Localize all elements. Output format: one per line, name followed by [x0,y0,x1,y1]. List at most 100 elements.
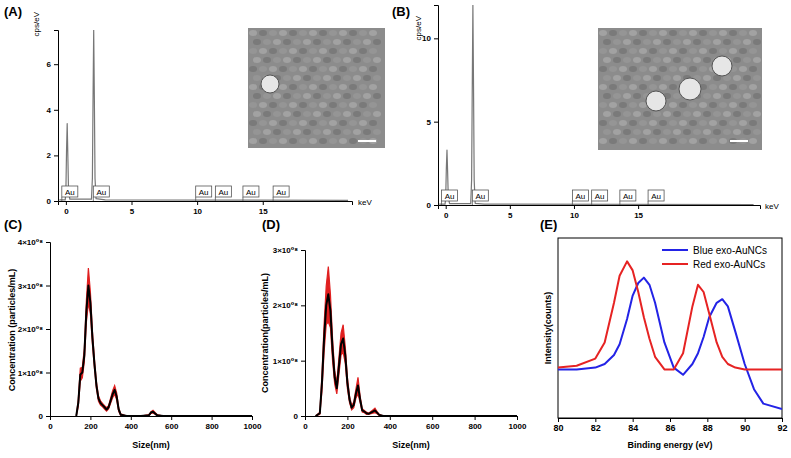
tick-label: 10 [570,211,579,220]
inset-texture [253,75,261,81]
inset-texture [269,30,277,36]
element-marker-box [472,190,488,201]
inset-texture [359,120,367,126]
inset-background [598,28,762,150]
inset-texture [309,138,317,144]
inset-texture [269,48,277,54]
panel: 0510150510AuAuAuAuAuAu(B)keVcps/eV [392,4,779,220]
inset-texture [319,66,327,72]
inset-texture [349,120,357,126]
series-line [76,286,252,417]
inset-texture [249,84,257,90]
tick-mark [434,38,438,39]
inset-texture [349,66,357,72]
inset-texture [653,75,661,81]
inset-texture [609,84,617,90]
inset-texture [603,75,611,81]
inset-texture [279,66,287,72]
inset-texture [663,75,671,81]
inset-texture [633,93,641,99]
inset-texture [599,30,607,36]
plot-marks [439,5,753,205]
tick-mark [263,201,264,205]
inset-texture [753,75,761,81]
inset-texture [629,48,637,54]
inset-texture [309,66,317,72]
inset-texture [723,39,731,45]
inset-texture [343,111,351,117]
inset-texture [659,48,667,54]
legend-label: Blue exo-AuNCs [693,245,767,256]
inset-texture [273,39,281,45]
element-marker-box [592,190,608,201]
tick-label: 400 [125,422,139,431]
inset-texture [313,57,321,63]
tick-label: 1×10⁰⁸ [18,369,44,378]
inset-texture [663,57,671,63]
inset-texture [303,93,311,99]
tick-mark [434,122,438,123]
inset-texture [733,39,741,45]
inset-texture [673,129,681,135]
inset-texture [713,39,721,45]
inset-texture [289,66,297,72]
inset-texture [333,75,341,81]
inset-texture [723,93,731,99]
inset-texture [303,57,311,63]
tick-label: 5 [130,207,135,216]
inset-texture [263,39,271,45]
tick-label: 1000 [509,422,527,431]
inset-texture [289,102,297,108]
inset-texture [623,129,631,135]
inset-texture [299,138,307,144]
element-marker-line [93,197,94,201]
tick-mark [46,373,50,374]
inset-texture [703,39,711,45]
legend-swatch [662,263,688,265]
element-marker-line [242,197,243,201]
inset-texture [639,66,647,72]
inset-texture [659,138,667,144]
tick-mark [670,418,671,422]
inset-texture [373,39,381,45]
inset-texture [713,93,721,99]
tick-label: 200 [341,422,355,431]
tick: 400 [125,416,139,431]
tick-mark [301,361,305,362]
inset-texture [669,66,677,72]
inset-texture [729,48,737,54]
tick-mark [390,416,391,420]
inset-texture [259,138,267,144]
series-line [558,278,782,409]
inset-texture [753,57,761,63]
element-marker-box [243,186,259,197]
tick-label: 86 [665,423,675,433]
y-axis-line [301,251,306,417]
inset-texture [599,48,607,54]
inset-texture [369,120,377,126]
y-axis-title: Concentration(particles/mL) [260,273,270,393]
inset-texture [603,93,611,99]
inset-texture [293,93,301,99]
inset-texture [689,120,697,126]
element-marker-box [196,186,212,197]
element-marker-box [93,186,109,197]
inset-texture [719,30,727,36]
tick-label: 2×10⁰⁸ [18,325,44,334]
element-marker-label: Au [246,188,256,197]
inset-texture [289,84,297,90]
tick-mark [510,205,511,209]
inset-texture [729,84,737,90]
tick-mark [301,416,305,417]
tick-label: 10 [193,207,202,216]
inset-texture [653,111,661,117]
tick: 10 [193,201,202,216]
tick-mark [132,201,133,205]
error-band [76,268,252,416]
inset-texture [293,111,301,117]
inset-texture [349,48,357,54]
tick-label: 0 [47,197,52,206]
element-marker: Au [243,186,259,201]
tick-mark [347,416,348,420]
inset-texture [279,138,287,144]
